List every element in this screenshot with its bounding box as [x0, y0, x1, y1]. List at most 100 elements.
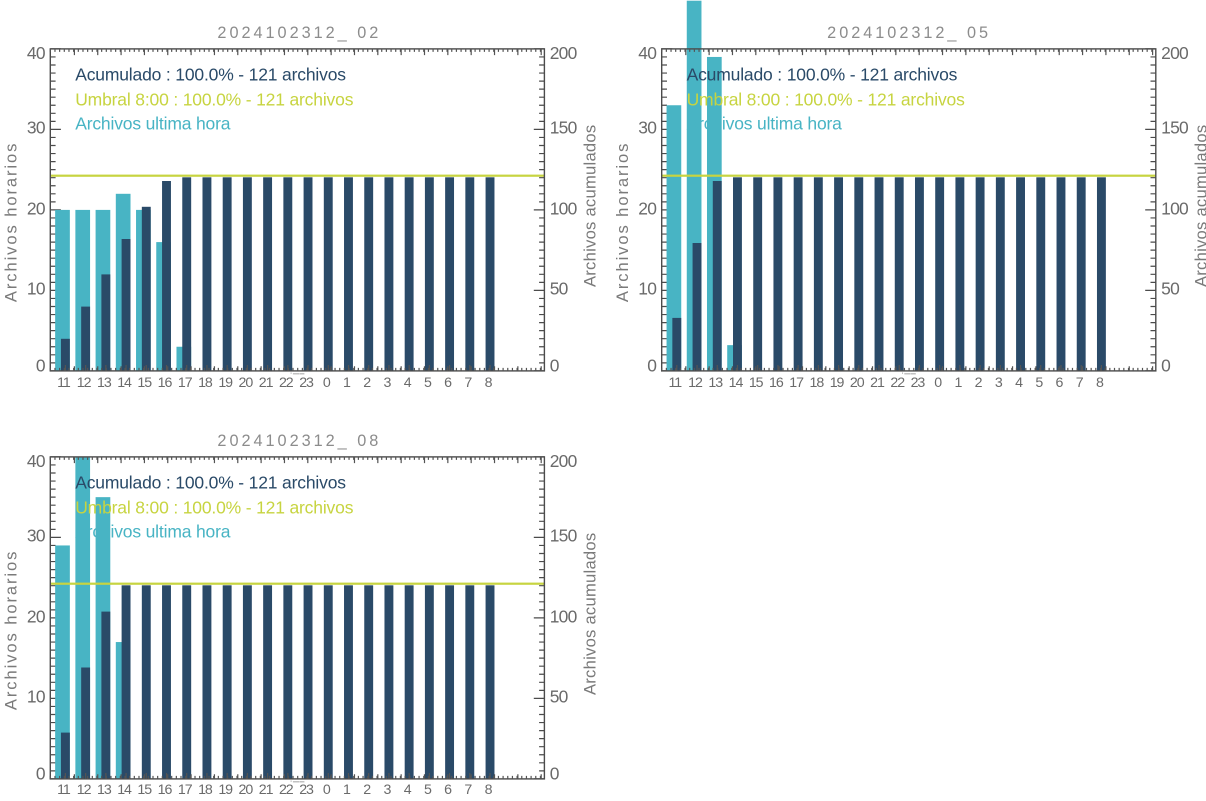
svg-text:0: 0 — [323, 375, 331, 391]
svg-text:1: 1 — [343, 375, 351, 391]
svg-text:14: 14 — [117, 375, 132, 391]
svg-text:0: 0 — [647, 356, 656, 376]
svg-text:23: 23 — [299, 782, 314, 796]
svg-text:12: 12 — [688, 375, 703, 391]
svg-text:11: 11 — [57, 375, 71, 391]
svg-text:0: 0 — [323, 782, 331, 796]
svg-text:100: 100 — [550, 607, 577, 627]
svg-text:3: 3 — [995, 375, 1003, 391]
svg-text:7: 7 — [1076, 375, 1084, 391]
svg-text:17: 17 — [178, 375, 193, 391]
svg-text:8: 8 — [485, 375, 493, 391]
svg-text:14: 14 — [117, 782, 132, 796]
svg-text:0: 0 — [1161, 356, 1170, 376]
svg-text:30: 30 — [638, 117, 656, 137]
svg-text:20: 20 — [239, 782, 254, 796]
svg-text:Acumulado : 100.0% - 121 archi: Acumulado : 100.0% - 121 archivos — [75, 64, 346, 84]
svg-text:11: 11 — [668, 375, 682, 391]
svg-text:2024102312_ 05: 2024102312_ 05 — [827, 24, 991, 42]
svg-text:11: 11 — [57, 782, 71, 796]
svg-text:15: 15 — [137, 782, 152, 796]
svg-text:23: 23 — [911, 375, 926, 391]
svg-text:7: 7 — [464, 375, 472, 391]
svg-text:100: 100 — [1161, 199, 1188, 219]
svg-text:5: 5 — [424, 782, 432, 796]
svg-text:15: 15 — [137, 375, 152, 391]
svg-text:Umbral 8:00 : 100.0% - 121 arc: Umbral 8:00 : 100.0% - 121 archivos — [75, 497, 354, 517]
svg-text:6: 6 — [1056, 375, 1064, 391]
svg-text:1: 1 — [343, 782, 351, 796]
svg-text:21: 21 — [259, 375, 274, 391]
svg-text:10: 10 — [638, 279, 656, 299]
svg-text:200: 200 — [550, 451, 577, 471]
svg-text:100: 100 — [550, 199, 577, 219]
svg-text:50: 50 — [1161, 279, 1179, 299]
svg-text:0: 0 — [934, 375, 942, 391]
svg-text:20: 20 — [27, 199, 45, 219]
svg-text:0: 0 — [36, 356, 45, 376]
svg-text:2: 2 — [363, 375, 371, 391]
svg-text:200: 200 — [1161, 43, 1188, 63]
svg-text:12: 12 — [77, 782, 92, 796]
svg-text:21: 21 — [870, 375, 885, 391]
svg-text:3: 3 — [383, 782, 391, 796]
svg-text:18: 18 — [809, 375, 824, 391]
svg-text:0: 0 — [550, 764, 559, 784]
svg-text:150: 150 — [1161, 117, 1188, 137]
svg-text:18: 18 — [198, 375, 213, 391]
svg-text:10: 10 — [27, 279, 45, 299]
svg-text:22: 22 — [279, 782, 294, 796]
svg-text:40: 40 — [638, 43, 656, 63]
svg-text:30: 30 — [27, 525, 45, 545]
svg-text:19: 19 — [218, 375, 233, 391]
svg-text:17: 17 — [178, 782, 193, 796]
svg-text:4: 4 — [404, 375, 412, 391]
svg-text:50: 50 — [550, 687, 568, 707]
svg-text:Archivos ultima hora: Archivos ultima hora — [75, 521, 231, 541]
svg-text:20: 20 — [850, 375, 865, 391]
svg-text:12: 12 — [77, 375, 92, 391]
svg-text:17: 17 — [789, 375, 804, 391]
svg-text:Archivos acumulados: Archivos acumulados — [1192, 125, 1206, 287]
svg-text:16: 16 — [158, 782, 173, 796]
svg-text:13: 13 — [97, 782, 112, 796]
svg-text:Archivos horarios: Archivos horarios — [1, 550, 20, 711]
svg-text:22: 22 — [890, 375, 905, 391]
svg-text:150: 150 — [550, 525, 577, 545]
svg-text:6: 6 — [444, 782, 452, 796]
svg-text:22: 22 — [279, 375, 294, 391]
svg-text:2: 2 — [363, 782, 371, 796]
svg-text:3: 3 — [383, 375, 391, 391]
svg-text:16: 16 — [158, 375, 173, 391]
svg-text:16: 16 — [769, 375, 784, 391]
svg-text:Archivos ultima hora: Archivos ultima hora — [687, 113, 843, 133]
svg-text:Archivos horarios: Archivos horarios — [613, 142, 632, 303]
svg-text:5: 5 — [424, 375, 432, 391]
svg-text:Archivos ultima hora: Archivos ultima hora — [75, 113, 231, 133]
svg-text:2024102312_ 08: 2024102312_ 08 — [217, 432, 381, 450]
svg-text:20: 20 — [638, 199, 656, 219]
svg-text:23: 23 — [299, 375, 314, 391]
svg-text:Umbral 8:00 : 100.0% - 121 arc: Umbral 8:00 : 100.0% - 121 archivos — [75, 89, 354, 109]
svg-text:2024102312_ 02: 2024102312_ 02 — [217, 24, 381, 42]
svg-text:5: 5 — [1035, 375, 1043, 391]
svg-text:6: 6 — [444, 375, 452, 391]
svg-text:7: 7 — [464, 782, 472, 796]
svg-text:150: 150 — [550, 117, 577, 137]
svg-text:20: 20 — [239, 375, 254, 391]
svg-text:13: 13 — [97, 375, 112, 391]
svg-text:Archivos acumulados: Archivos acumulados — [580, 533, 599, 695]
svg-text:Acumulado : 100.0% - 121 archi: Acumulado : 100.0% - 121 archivos — [75, 472, 346, 492]
svg-text:21: 21 — [259, 782, 274, 796]
svg-text:Archivos horarios: Archivos horarios — [1, 142, 20, 303]
svg-text:50: 50 — [550, 279, 568, 299]
svg-text:Acumulado : 100.0% - 121 archi: Acumulado : 100.0% - 121 archivos — [687, 64, 958, 84]
svg-text:14: 14 — [729, 375, 744, 391]
svg-text:Umbral 8:00 : 100.0% - 121 arc: Umbral 8:00 : 100.0% - 121 archivos — [687, 89, 966, 109]
svg-text:200: 200 — [550, 43, 577, 63]
svg-text:18: 18 — [198, 782, 213, 796]
svg-text:13: 13 — [708, 375, 723, 391]
svg-text:1: 1 — [954, 375, 962, 391]
svg-text:19: 19 — [218, 782, 233, 796]
svg-text:30: 30 — [27, 117, 45, 137]
